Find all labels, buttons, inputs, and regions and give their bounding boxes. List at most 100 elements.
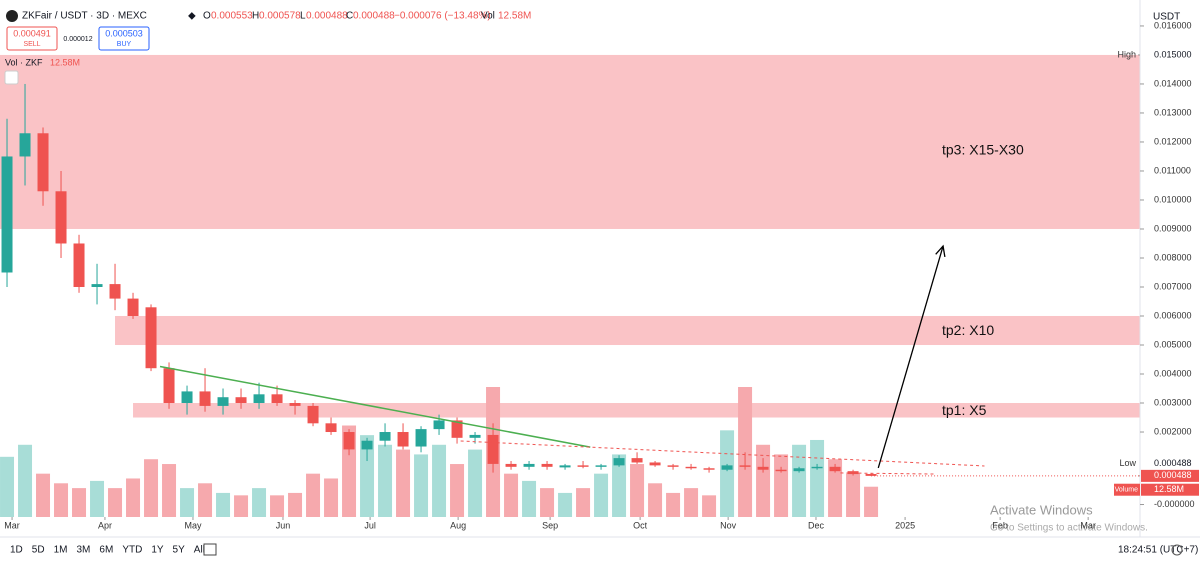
candle-body bbox=[541, 463, 553, 467]
candle-body bbox=[451, 420, 463, 438]
volume-bar bbox=[360, 435, 375, 517]
price-tag bbox=[1141, 457, 1199, 470]
volume-bar bbox=[144, 459, 159, 517]
y-tick-label: 0.011000 bbox=[1154, 165, 1191, 175]
flag[interactable]: ◆ bbox=[188, 11, 196, 22]
range-button[interactable]: 1D bbox=[10, 545, 23, 556]
range-button[interactable]: All bbox=[194, 545, 205, 556]
volume-tag-label: Volume bbox=[1115, 487, 1138, 494]
x-tick-label: Oct bbox=[633, 520, 648, 530]
range-button[interactable]: 5Y bbox=[173, 545, 186, 556]
range-button[interactable]: 6M bbox=[99, 545, 113, 556]
volume-bar bbox=[270, 495, 285, 517]
volume-bar bbox=[252, 488, 267, 517]
y-tick-label: 0.002000 bbox=[1154, 426, 1192, 436]
volume-bar bbox=[720, 430, 735, 517]
candle-body bbox=[793, 468, 805, 472]
x-tick-label: Nov bbox=[720, 520, 737, 530]
y-tick-label: 0.003000 bbox=[1154, 397, 1192, 407]
buy-price[interactable]: 0.000503 bbox=[105, 28, 143, 38]
buy-button[interactable] bbox=[98, 26, 150, 51]
volume-tag-label-bg bbox=[1114, 483, 1140, 496]
vol-label: Vol bbox=[481, 11, 495, 22]
volume-bar bbox=[792, 444, 807, 517]
y-tick-label: 0.009000 bbox=[1154, 223, 1192, 233]
date-range-icon[interactable] bbox=[203, 543, 217, 556]
currency[interactable]: USDT bbox=[1153, 12, 1180, 23]
volume-bar bbox=[558, 492, 573, 517]
candle-body bbox=[289, 403, 301, 406]
candle-body bbox=[325, 423, 337, 433]
x-tick-label: Jul bbox=[364, 520, 376, 530]
candle-body bbox=[649, 462, 661, 466]
candle-body bbox=[181, 391, 193, 404]
volume-bar bbox=[90, 480, 105, 517]
sell-button[interactable] bbox=[6, 26, 58, 51]
volume-bar bbox=[648, 483, 663, 517]
spread: 0.000012 bbox=[63, 36, 92, 43]
y-tick-label: 0.012000 bbox=[1154, 136, 1192, 146]
target-zone bbox=[133, 403, 1141, 418]
volume-bar bbox=[468, 449, 483, 517]
candle-body bbox=[685, 466, 697, 469]
target-zone bbox=[0, 54, 1140, 229]
toolbar: 1D 5D 1M 3M 6M YTD 1Y 5Y All bbox=[10, 545, 205, 556]
volume-bar bbox=[504, 473, 519, 517]
candle-body bbox=[721, 465, 733, 470]
symbol[interactable]: ZKFair / USDT · 3D · MEXC bbox=[22, 11, 147, 22]
sell-label[interactable]: SELL bbox=[23, 41, 40, 48]
volume-bar bbox=[54, 483, 69, 517]
volume-bar bbox=[810, 439, 825, 517]
x-tick-label: Jun bbox=[276, 520, 291, 530]
candle-body bbox=[703, 468, 715, 470]
candle-body bbox=[829, 466, 841, 472]
volume-bar bbox=[756, 444, 771, 517]
volume-bar bbox=[378, 444, 393, 517]
o-label: O bbox=[203, 11, 211, 22]
sell-price[interactable]: 0.000491 bbox=[13, 28, 51, 38]
range-button[interactable]: 1M bbox=[54, 545, 68, 556]
candle-body bbox=[199, 391, 211, 406]
x-tick-label: Mar bbox=[1080, 520, 1096, 530]
volume-bar bbox=[702, 495, 717, 517]
collapse-button[interactable] bbox=[4, 70, 19, 85]
candle-body bbox=[577, 465, 589, 467]
candle-body bbox=[613, 458, 625, 466]
buy-label[interactable]: BUY bbox=[117, 41, 132, 48]
volume-bar bbox=[234, 495, 249, 517]
volume-bar bbox=[666, 492, 681, 517]
price-tag-value: 0.000488 bbox=[1154, 470, 1192, 480]
candle-body bbox=[739, 465, 751, 467]
candle-body bbox=[91, 284, 103, 287]
x-tick-label: Apr bbox=[98, 520, 112, 530]
candle-body bbox=[757, 466, 769, 470]
tag-label: Low bbox=[1119, 458, 1136, 468]
volume-bar bbox=[432, 444, 447, 517]
watermark-text: Go to Settings to activate Windows. bbox=[990, 523, 1148, 534]
volume-bar bbox=[684, 488, 699, 517]
candle-body bbox=[469, 434, 481, 438]
zone-label: tp1: X5 bbox=[942, 402, 987, 418]
candle-body bbox=[37, 133, 49, 192]
range-button[interactable]: YTD bbox=[122, 545, 142, 556]
volume-bar bbox=[396, 449, 411, 517]
trend-line bbox=[840, 472, 936, 475]
candle-body bbox=[595, 465, 607, 467]
volume-bar bbox=[540, 488, 555, 517]
candle-body bbox=[73, 243, 85, 287]
y-tick-label: 0.010000 bbox=[1154, 194, 1192, 204]
plot: tp3: X15-X30 tp2: X10 tp1: X5 bbox=[0, 54, 1141, 517]
candle-body bbox=[253, 394, 265, 404]
range-button[interactable]: 5D bbox=[32, 545, 45, 556]
settings-icon[interactable] bbox=[1171, 544, 1183, 556]
candle-body bbox=[667, 465, 679, 467]
range-button[interactable]: 3M bbox=[77, 545, 91, 556]
arrow bbox=[877, 245, 944, 469]
volume-bar bbox=[414, 454, 429, 517]
range-button[interactable]: 1Y bbox=[151, 545, 164, 556]
h-label: H bbox=[252, 11, 259, 22]
candle-body bbox=[343, 432, 355, 450]
candle-body bbox=[415, 429, 427, 447]
y-tick-label: -0.000000 bbox=[1154, 499, 1195, 509]
